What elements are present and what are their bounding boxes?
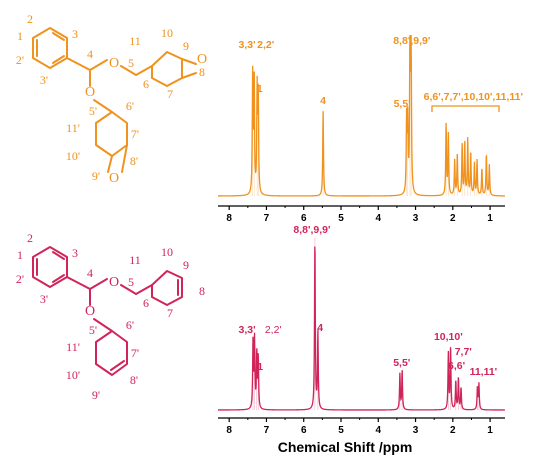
peak-annotation: 8,8',9,9' xyxy=(293,224,330,236)
x-tick-label: 4 xyxy=(375,425,381,436)
x-axis-label: Chemical Shift /ppm xyxy=(278,439,413,455)
x-tick-label: 8 xyxy=(226,213,232,224)
atom-label: 5' xyxy=(89,104,97,118)
atom-label: 7' xyxy=(131,127,139,141)
spectrum-epoxide: 8 7 6 5 4 3 2 1 3,3' 2,2' 1 4 5,5' 8,8',9,9' 6,6',7,7'… xyxy=(218,34,523,224)
spectrum-cyclohexene: 8 7 6 5 4 3 2 1 8,8',9,9' 4 3,3' 2,2' 1 5,5' 10,10' 7,7… xyxy=(218,224,505,436)
atom-label: 5 xyxy=(128,56,134,70)
atom-label: 4 xyxy=(87,47,93,61)
atom-label: 11' xyxy=(66,121,80,135)
x-tick-label: 8 xyxy=(226,425,232,436)
atom-label: 9' xyxy=(92,388,100,402)
peak-annotation: 11,11' xyxy=(470,366,498,378)
atom-label: 1 xyxy=(17,248,23,262)
peak-annotation: 8,8',9,9' xyxy=(393,35,430,47)
atom-label: 10' xyxy=(66,368,80,382)
oxygen-atom: O xyxy=(197,52,207,67)
multiplet-bracket xyxy=(431,105,500,112)
atom-label: 3 xyxy=(72,27,78,41)
atom-label: 6 xyxy=(143,296,149,310)
atom-label: 3 xyxy=(72,246,78,260)
atom-label: 8' xyxy=(130,373,138,387)
peak-annotation: 7,7' xyxy=(455,346,472,358)
oxygen-atom: O xyxy=(109,56,119,71)
x-tick-label: 3 xyxy=(413,425,419,436)
x-tick-label: 6 xyxy=(301,213,307,224)
atom-label: 2' xyxy=(16,272,24,286)
atom-label: 11' xyxy=(66,340,80,354)
x-tick-label: 1 xyxy=(487,425,493,436)
peak-annotation: 6,6' xyxy=(448,360,465,372)
atom-label: 5 xyxy=(128,275,134,289)
atom-label: 10 xyxy=(161,26,173,40)
atom-label: 6 xyxy=(143,77,149,91)
atom-label: 2 xyxy=(27,231,33,245)
peak-annotation: 5,5' xyxy=(394,98,411,110)
atom-label: 8 xyxy=(199,65,205,79)
molecule-cyclohexene-labels: 12 3 2' 3' 4 56 7 89 10 11 5' 6' 7' 8' 9' 10' 11' OO xyxy=(16,231,205,402)
atom-label: 8 xyxy=(199,284,205,298)
oxygen-atom: O xyxy=(85,85,95,100)
atom-label: 2 xyxy=(27,12,33,26)
peak-annotation: 3,3' xyxy=(239,324,256,336)
x-tick-label: 7 xyxy=(264,213,270,224)
atom-label: 6' xyxy=(126,318,134,332)
atom-label: 5' xyxy=(89,323,97,337)
peak-annotation: 6,6',7,7',10,10',11,11' xyxy=(424,91,523,103)
peak-annotation: 1 xyxy=(257,361,263,373)
oxygen-atom: O xyxy=(109,275,119,290)
x-tick-label: 5 xyxy=(338,425,344,436)
atom-label: 7 xyxy=(167,306,173,320)
peak-annotation: 4 xyxy=(320,95,326,107)
peak-annotation: 10,10' xyxy=(434,331,463,343)
peak-annotation: 1 xyxy=(257,83,263,95)
peak-annotation: 2,2' xyxy=(265,324,282,336)
atom-label: 1 xyxy=(17,29,23,43)
atom-label: 9 xyxy=(183,258,189,272)
atom-label: 9' xyxy=(92,169,100,183)
peak-annotation: 4 xyxy=(317,322,323,334)
atom-label: 7' xyxy=(131,346,139,360)
spectrum-trace xyxy=(218,246,505,411)
peak-annotation: 5,5' xyxy=(393,357,410,369)
x-tick-label: 3 xyxy=(413,213,419,224)
molecule-epoxide xyxy=(32,27,197,173)
peak-annotation: 3,3' xyxy=(239,39,256,51)
atom-label: 3' xyxy=(40,292,48,306)
atom-label: 2' xyxy=(16,53,24,67)
x-tick-label: 5 xyxy=(338,213,344,224)
atom-label: 9 xyxy=(183,39,189,53)
atom-label: 6' xyxy=(126,99,134,113)
atom-label: 11 xyxy=(129,34,141,48)
peak-annotation: 2,2' xyxy=(257,39,274,51)
spectrum-trace xyxy=(218,34,505,197)
x-tick-label: 2 xyxy=(450,213,456,224)
x-tick-label: 7 xyxy=(264,425,270,436)
x-tick-label: 6 xyxy=(301,425,307,436)
atom-label: 10 xyxy=(161,245,173,259)
atom-label: 10' xyxy=(66,149,80,163)
oxygen-atom: O xyxy=(85,304,95,319)
x-tick-label: 4 xyxy=(375,213,381,224)
atom-label: 3' xyxy=(40,73,48,87)
atom-label: 11 xyxy=(129,253,141,267)
atom-label: 4 xyxy=(87,266,93,280)
x-tick-label: 2 xyxy=(450,425,456,436)
x-tick-label: 1 xyxy=(487,213,493,224)
atom-label: 8' xyxy=(130,154,138,168)
oxygen-atom: O xyxy=(109,171,119,186)
molecule-cyclohexene xyxy=(32,246,183,376)
atom-label: 7 xyxy=(167,87,173,101)
